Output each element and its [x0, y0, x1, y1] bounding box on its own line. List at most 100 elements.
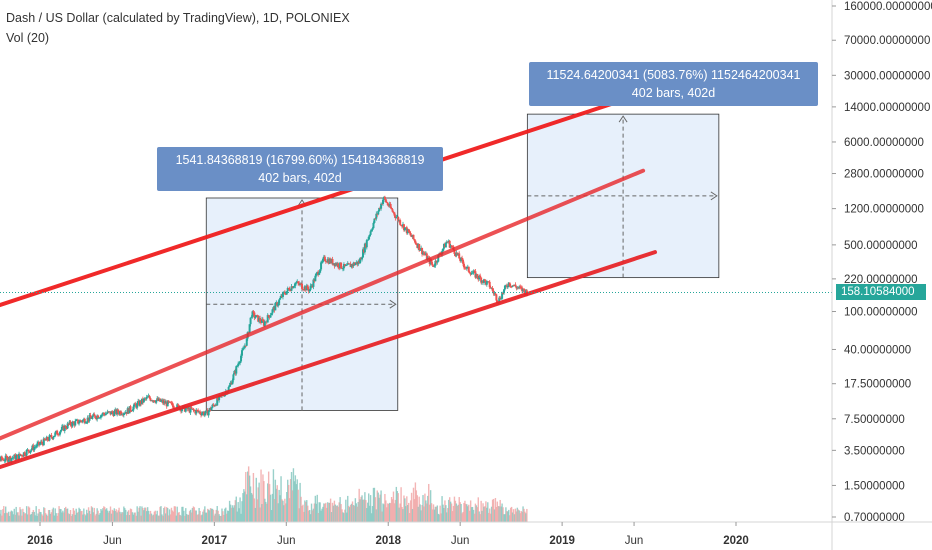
volume-bar — [401, 506, 403, 522]
volume-bar — [18, 515, 20, 522]
candle-body — [48, 435, 51, 441]
volume-bar — [244, 491, 246, 522]
volume-bar — [468, 504, 470, 522]
volume-bar — [89, 513, 92, 522]
volume-bar — [408, 513, 411, 522]
candle-body — [148, 395, 151, 399]
candle-body — [283, 292, 286, 294]
volume-bar — [457, 504, 459, 522]
time-axis[interactable]: 2016 Jun 2017 Jun 2018 Jun 2019 Jun 2020 — [0, 521, 932, 547]
volume-bar — [34, 515, 36, 522]
candle-body — [292, 286, 295, 289]
measure-label-1: 1541.84368819 (16799.60%) 154184368819 4… — [157, 147, 443, 191]
candle-body — [5, 455, 8, 457]
volume-bar — [64, 508, 66, 522]
volume-bar — [136, 506, 138, 522]
price-tick-label: 0.70000000 — [844, 512, 905, 524]
volume-bar — [322, 506, 324, 522]
candle-body — [354, 263, 357, 266]
volume-bar — [448, 499, 450, 522]
candle-body — [450, 245, 453, 247]
volume-bar — [388, 502, 391, 522]
candle-body — [142, 398, 145, 403]
volume-bar — [27, 506, 30, 522]
candle-body — [479, 275, 482, 278]
candle-body — [12, 457, 15, 459]
volume-bar — [481, 510, 483, 522]
volume-bar — [383, 504, 385, 522]
volume-bar — [519, 513, 521, 522]
channel-line-1 — [0, 250, 658, 470]
volume-bar — [329, 498, 332, 522]
volume-bar — [346, 512, 348, 522]
volume-bar — [212, 509, 215, 522]
candle-body — [369, 231, 372, 235]
volume-bar — [135, 515, 137, 522]
volume-bar — [422, 495, 424, 522]
candle-body — [318, 272, 321, 275]
volume-bar — [79, 509, 81, 522]
volume-indicator-label[interactable]: Vol (20) — [6, 31, 50, 45]
volume-bar — [365, 500, 367, 522]
volume-bar — [321, 508, 323, 522]
candle-body — [366, 239, 369, 241]
plot-area[interactable] — [0, 99, 832, 522]
volume-bar — [32, 509, 35, 522]
candle-body — [248, 324, 251, 333]
volume-bar — [438, 514, 440, 522]
volume-bar — [177, 512, 179, 522]
volume-bar — [279, 495, 281, 522]
candle-body — [261, 319, 264, 322]
volume-bar — [436, 505, 439, 522]
candle-body — [347, 263, 350, 265]
volume-bar — [23, 512, 25, 522]
volume-bar — [351, 501, 354, 522]
volume-bar — [405, 506, 407, 522]
price-axis[interactable]: 160000.00000000 70000.00000000 30000.00000… — [831, 0, 932, 550]
volume-bar — [503, 514, 505, 522]
volume-bar — [126, 515, 128, 522]
volume-bar — [253, 498, 256, 522]
candle-body — [71, 421, 74, 427]
time-tick-label: Jun — [451, 535, 470, 547]
volume-bar — [38, 508, 40, 522]
volume-bar — [448, 497, 451, 522]
candle-body — [146, 396, 149, 398]
volume-bar — [309, 514, 312, 522]
volume-bar — [487, 502, 489, 522]
volume-bar — [327, 502, 329, 522]
volume-bar — [286, 492, 288, 522]
candle-body — [24, 455, 27, 457]
candle-body — [102, 412, 105, 414]
candle-body — [106, 411, 109, 414]
candle-body — [105, 413, 108, 415]
candle-body — [2, 459, 5, 461]
volume-bar — [453, 496, 456, 522]
candle-body — [113, 411, 116, 416]
volume-bar — [13, 508, 15, 522]
volume-bar — [260, 469, 262, 522]
volume-bar — [332, 505, 335, 522]
volume-bar — [360, 496, 362, 522]
volume-bar — [475, 505, 478, 522]
candle-body — [400, 224, 403, 226]
candle-body — [269, 315, 272, 318]
volume-bar — [130, 509, 133, 522]
candle-body — [169, 401, 172, 403]
candle-body — [461, 257, 464, 260]
volume-bar — [317, 513, 319, 522]
volume-bar — [315, 503, 318, 522]
candle-body — [263, 321, 266, 326]
volume-bar — [65, 508, 68, 522]
volume-bar — [435, 506, 438, 522]
candle-body — [444, 243, 447, 248]
volume-bar — [313, 503, 316, 522]
volume-bar — [511, 512, 514, 522]
volume-bar — [207, 509, 210, 522]
time-tick-label: 2016 — [27, 535, 53, 547]
volume-bar — [463, 502, 465, 522]
candle-body — [517, 287, 520, 289]
volume-bar — [451, 511, 454, 522]
volume-bar — [80, 511, 82, 522]
